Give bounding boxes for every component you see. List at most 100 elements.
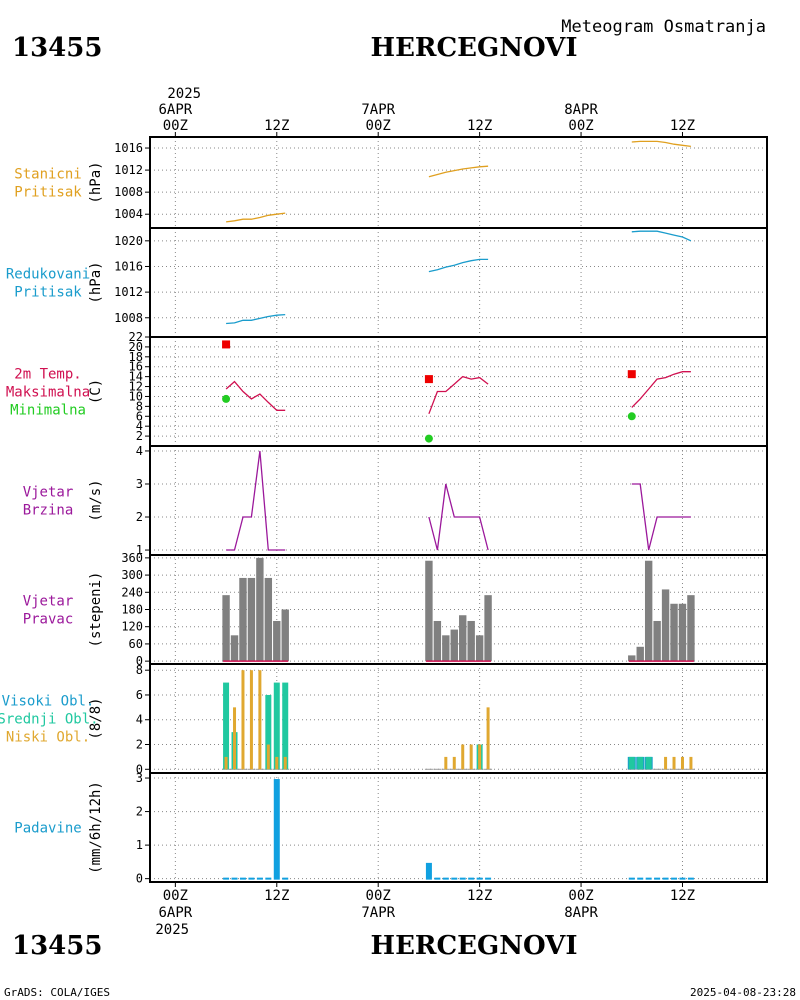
panel-frame (149, 772, 768, 883)
precip-bar (476, 877, 483, 880)
y-axis-label: (hPa) (88, 161, 104, 203)
time-label-top: 8APR (564, 102, 598, 118)
time-label-bottom: 12Z (670, 888, 695, 904)
y-axis-label: (8/8) (88, 697, 104, 739)
panel-label: Pritisak (14, 185, 82, 201)
wind-direction-bar (653, 620, 661, 662)
time-label-top: 12Z (467, 118, 492, 134)
y-tick-label: 1012 (114, 163, 143, 177)
wind-direction-bar (644, 560, 653, 662)
y-tick-label: 4 (136, 713, 143, 727)
y-tick-label: 360 (121, 551, 143, 565)
panel-label: Padavine (14, 821, 81, 837)
low-cloud-bar (258, 670, 262, 770)
panel-label: Stanicni (14, 167, 81, 183)
min-temp-marker (424, 434, 433, 443)
panel-label: Pritisak (14, 285, 82, 301)
low-cloud-bar (486, 707, 490, 770)
wind-direction-bar (425, 560, 433, 662)
y-tick-label: 1012 (114, 285, 143, 299)
precip-bar (459, 877, 466, 880)
time-label-bottom: 00Z (163, 888, 188, 904)
y-tick-label: 6 (136, 688, 143, 702)
y-axis-label: (mm/6h/12h) (88, 781, 104, 874)
wind-direction-bar (247, 577, 256, 662)
y-tick-label: 120 (121, 620, 143, 634)
panel-label: 2m Temp. (14, 367, 81, 383)
max-temp-marker (424, 375, 433, 384)
wind-direction-bar (484, 595, 492, 662)
y-tick-label: 0 (136, 872, 143, 886)
series-line (631, 140, 691, 148)
wind-direction-bar (256, 557, 264, 662)
precip-bar (628, 877, 635, 880)
station-name-top: HERCEGNOVI (371, 33, 578, 63)
y-tick-label: 1020 (114, 234, 143, 248)
y-tick-label: 12 (129, 380, 143, 394)
wind-direction-bar (628, 655, 636, 662)
y-tick-label: 4 (136, 419, 143, 433)
time-label-top: 00Z (366, 118, 391, 134)
y-tick-label: 4 (136, 444, 143, 458)
low-cloud-bar (275, 756, 279, 770)
y-tick-label: 1008 (114, 185, 143, 199)
mid-cloud-bar (265, 694, 272, 770)
wind-direction-bar (442, 635, 450, 662)
y-tick-label: 18 (129, 350, 143, 364)
panel-label: Brzina (23, 503, 74, 519)
time-label-bottom: 12Z (467, 888, 492, 904)
series-line (428, 483, 489, 551)
y-tick-label: 180 (121, 603, 143, 617)
wind-direction-bar (661, 589, 670, 662)
precip-bar (654, 877, 661, 880)
time-label-bottom: 00Z (366, 888, 391, 904)
footer-timestamp: 2025-04-08-23:28 (690, 986, 796, 999)
panel-clouds: 0 2 4 6 8 (8/8)Visoki Obl. Srednji Obl. Niski O… (0, 663, 768, 776)
wind-direction-bar (636, 646, 644, 662)
station-id-bottom: 13455 (12, 931, 102, 961)
panel-label: Vjetar (23, 485, 74, 501)
low-cloud-bar (478, 744, 482, 770)
series-line (631, 371, 691, 408)
panel-label: Minimalna (10, 403, 86, 419)
y-tick-label: 2 (136, 429, 143, 443)
y-tick-label: 60 (129, 637, 143, 651)
wind-direction-bar (670, 603, 678, 662)
low-cloud-bar (461, 744, 465, 770)
panels: 1004100810121016(hPa)StanicniPritisak100… (0, 136, 768, 886)
mid-cloud-bar (637, 756, 644, 770)
y-tick-label: 300 (121, 568, 143, 582)
precip-bar (687, 877, 694, 880)
wind-direction-bar (459, 615, 467, 662)
y-tick-label: 2 (136, 738, 143, 752)
series-line (631, 230, 692, 242)
low-cloud-bar (469, 744, 473, 770)
low-cloud-bar (689, 756, 693, 770)
low-cloud-bar (249, 670, 253, 770)
precip-bar (282, 877, 289, 880)
time-label-top: 2025 (167, 86, 201, 102)
precip-bar (248, 877, 255, 880)
panel-label: Maksimalna (6, 385, 90, 401)
footer-source: GrADS: COLA/IGES (4, 986, 110, 999)
time-label-top: 12Z (264, 118, 289, 134)
series-line (226, 212, 286, 223)
precip-bar (239, 877, 246, 880)
time-label-bottom: 6APR (158, 905, 192, 921)
wind-direction-bar (264, 577, 273, 662)
low-cloud-bar (672, 756, 676, 770)
y-tick-label: 1016 (114, 259, 143, 273)
mid-cloud-bar (273, 682, 280, 770)
wind-direction-bar (239, 577, 247, 662)
precip-bar (256, 877, 263, 880)
y-tick-label: 14 (129, 370, 143, 384)
panel-reduced-pressure: 1008 1012 1016 1020 (hPa)Redukovani Pritisak (6, 227, 768, 338)
low-cloud-bar (224, 756, 228, 770)
y-tick-label: 1008 (114, 311, 143, 325)
time-label-bottom: 12Z (264, 888, 289, 904)
y-tick-label: 22 (129, 330, 143, 344)
y-tick-label: 1 (136, 543, 143, 557)
y-tick-label: 8 (136, 399, 143, 413)
